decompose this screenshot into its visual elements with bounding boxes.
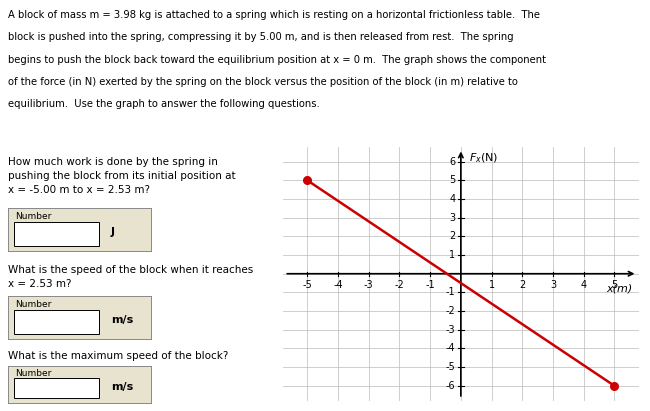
Text: x(m): x(m)	[606, 284, 633, 294]
Text: 6: 6	[449, 157, 455, 167]
Text: How much work is done by the spring in
pushing the block from its initial positi: How much work is done by the spring in p…	[8, 157, 235, 195]
Text: What is the maximum speed of the block?: What is the maximum speed of the block?	[8, 351, 228, 361]
Text: 1: 1	[449, 250, 455, 260]
Text: J: J	[111, 227, 115, 237]
FancyBboxPatch shape	[14, 378, 99, 398]
Text: -2: -2	[445, 306, 455, 316]
Text: begins to push the block back toward the equilibrium position at x = 0 m.  The g: begins to push the block back toward the…	[8, 55, 546, 65]
Text: m/s: m/s	[111, 381, 133, 392]
Text: 3: 3	[449, 213, 455, 223]
Text: block is pushed into the spring, compressing it by 5.00 m, and is then released : block is pushed into the spring, compres…	[8, 32, 514, 42]
Text: Number: Number	[15, 212, 51, 221]
Text: $F_x$(N): $F_x$(N)	[469, 151, 498, 165]
Text: equilibrium.  Use the graph to answer the following questions.: equilibrium. Use the graph to answer the…	[8, 99, 320, 109]
Text: m/s: m/s	[111, 315, 133, 325]
Text: -2: -2	[395, 280, 404, 290]
Text: 5: 5	[611, 280, 618, 290]
Text: 2: 2	[519, 280, 525, 290]
Text: 1: 1	[489, 280, 495, 290]
Text: 4: 4	[580, 280, 587, 290]
Text: Number: Number	[15, 369, 51, 379]
Text: -4: -4	[333, 280, 343, 290]
Text: of the force (in N) exerted by the spring on the block versus the position of th: of the force (in N) exerted by the sprin…	[8, 77, 517, 87]
FancyBboxPatch shape	[14, 222, 99, 245]
Text: A block of mass m = 3.98 kg is attached to a spring which is resting on a horizo: A block of mass m = 3.98 kg is attached …	[8, 10, 539, 20]
Text: -3: -3	[446, 325, 455, 335]
Text: -5: -5	[302, 280, 312, 290]
Text: 2: 2	[449, 231, 455, 241]
Text: 4: 4	[449, 194, 455, 204]
Text: -1: -1	[446, 287, 455, 298]
FancyBboxPatch shape	[14, 310, 99, 334]
Text: 5: 5	[449, 175, 455, 185]
Text: -4: -4	[446, 344, 455, 353]
Text: -5: -5	[445, 362, 455, 372]
Text: Number: Number	[15, 300, 51, 309]
Text: What is the speed of the block when it reaches
x = 2.53 m?: What is the speed of the block when it r…	[8, 265, 253, 289]
Text: -3: -3	[364, 280, 374, 290]
Text: -1: -1	[425, 280, 435, 290]
Text: 3: 3	[550, 280, 556, 290]
Text: -6: -6	[446, 381, 455, 391]
